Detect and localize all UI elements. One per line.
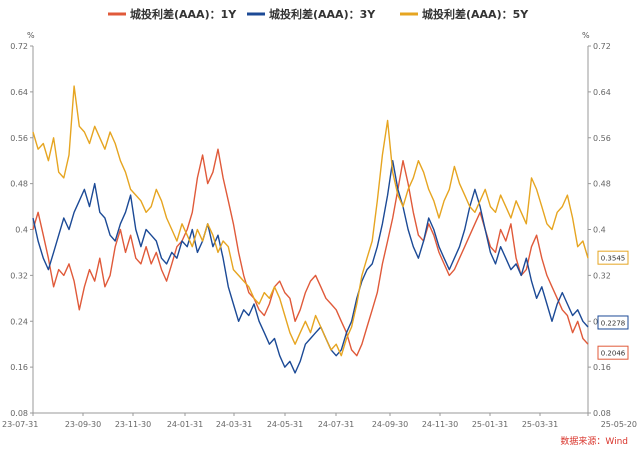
legend: 城投利差(AAA)：1Y 城投利差(AAA)：3Y 城投利差(AAA)：5Y [108, 7, 529, 21]
x-tick-label: 23-11-30 [115, 420, 151, 429]
legend-item-1: 城投利差(AAA)：1Y [108, 7, 237, 21]
x-tick-label: 24-11-30 [422, 420, 458, 429]
left-tick-label: 0.64 [10, 88, 28, 97]
end-label-box [597, 315, 629, 330]
end-value-labels: 0.2046 0.2278 0.3545 [597, 250, 629, 360]
end-label-value: 0.2046 [601, 350, 626, 358]
legend-item-3: 城投利差(AAA)：5Y [400, 7, 529, 21]
left-tick-label: 0.56 [10, 134, 28, 143]
end-label-3: 0.3545 [597, 250, 629, 265]
x-tick-label: 24-03-31 [216, 420, 252, 429]
right-tick-label: 0.56 [593, 134, 611, 143]
left-tick-label: 0.4 [15, 226, 28, 235]
left-tick-label: 0.16 [10, 363, 28, 372]
end-label-value: 0.3545 [601, 255, 626, 263]
right-tick-label: 0.48 [593, 180, 611, 189]
left-tick-label: 0.72 [10, 42, 28, 51]
legend-label: 城投利差(AAA)：3Y [269, 7, 376, 21]
axes [32, 46, 589, 414]
left-tick-label: 0.24 [10, 317, 28, 326]
right-tick-label: 0.4 [593, 226, 606, 235]
x-tick-label: 24-09-30 [372, 420, 408, 429]
x-tick-label: 23-07-31 [2, 420, 38, 429]
series-line-2 [32, 159, 589, 374]
x-tick-label: 25-03-31 [522, 420, 558, 429]
left-tick-label: 0.08 [10, 409, 28, 418]
end-label-2: 0.2278 [597, 315, 629, 330]
x-tick-label: 25-01-31 [472, 420, 508, 429]
x-tick-label: 24-05-31 [267, 420, 303, 429]
right-tick-label: 0.16 [593, 363, 611, 372]
left-tick-label: 0.32 [10, 271, 28, 280]
legend-item-2: 城投利差(AAA)：3Y [247, 7, 376, 21]
series-lines [32, 85, 589, 374]
x-tick-label: 25-05-20 [601, 420, 637, 429]
right-tick-label: 0.72 [593, 42, 611, 51]
right-tick-label: 0.64 [593, 88, 611, 97]
x-axis-ticks: 23-07-31 23-09-30 23-11-30 24-01-31 24-03-31… [2, 413, 637, 429]
x-tick-label: 24-07-31 [318, 420, 354, 429]
left-axis-ticks: 0.08 0.16 0.24 0.32 0.4 0.48 0.56 0.64 0.72 [10, 42, 33, 418]
legend-label: 城投利差(AAA)：1Y [130, 7, 237, 21]
end-label-box [597, 345, 629, 360]
left-tick-label: 0.48 [10, 180, 28, 189]
x-tick-label: 23-09-30 [65, 420, 101, 429]
right-axis-unit: % [582, 31, 590, 40]
right-tick-label: 0.32 [593, 271, 611, 280]
right-axis-ticks: 0.080.160.240.320.40.480.560.640.72 [588, 42, 611, 418]
legend-label: 城投利差(AAA)：5Y [422, 7, 529, 21]
right-tick-label: 0.08 [593, 409, 611, 418]
x-tick-label: 24-01-31 [167, 420, 203, 429]
source-note: 数据来源：Wind [560, 435, 628, 447]
series-line-1 [32, 148, 589, 357]
series-line-3 [32, 85, 589, 357]
end-label-value: 0.2278 [601, 319, 626, 327]
end-label-1: 0.2046 [597, 345, 629, 360]
left-axis-unit: % [27, 31, 35, 40]
end-label-box [597, 250, 629, 265]
